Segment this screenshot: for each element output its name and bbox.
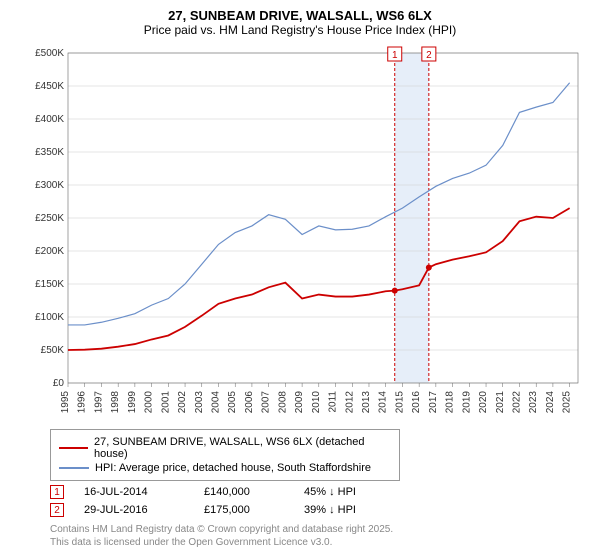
x-tick-label: 2000 (144, 391, 155, 414)
x-tick-label: 1998 (110, 391, 121, 414)
marker-label: 2 (426, 50, 432, 61)
x-tick-label: 2009 (294, 391, 305, 414)
chart-area: £0 £50K £100K £150K £200K £250K £300K £350K £400… (20, 43, 590, 423)
sale-dot (426, 265, 432, 271)
y-tick-label: £150K (35, 279, 64, 290)
series-price-paid (68, 208, 570, 350)
x-tick-label: 1999 (127, 391, 138, 414)
x-tick-label: 2016 (411, 391, 422, 414)
sale-marker: 1 (50, 485, 64, 499)
x-tick-label: 2025 (562, 391, 573, 414)
legend-box: 27, SUNBEAM DRIVE, WALSALL, WS6 6LX (det… (50, 429, 400, 481)
sales-table: 1 16-JUL-2014£140,00045% ↓ HPI 2 29-JUL-201… (50, 485, 590, 517)
x-tick-label: 2017 (428, 391, 439, 414)
x-tick-label: 2006 (244, 391, 255, 414)
x-tick-label: 1995 (60, 391, 71, 414)
x-tick-label: 2020 (478, 391, 489, 414)
chart-subtitle: Price paid vs. HM Land Registry's House … (10, 23, 590, 37)
sale-diff: 45% ↓ HPI (304, 486, 404, 498)
x-tick-label: 2001 (160, 391, 171, 414)
x-tick-label: 2012 (344, 391, 355, 414)
sale-price: £140,000 (204, 486, 304, 498)
sale-row: 1 16-JUL-2014£140,00045% ↓ HPI (50, 485, 590, 499)
y-tick-label: £350K (35, 147, 64, 158)
sale-row: 2 29-JUL-2016£175,00039% ↓ HPI (50, 503, 590, 517)
x-tick-label: 2002 (177, 391, 188, 414)
x-tick-label: 2010 (311, 391, 322, 414)
x-tick-label: 2019 (461, 391, 472, 414)
y-tick-label: £50K (41, 345, 65, 356)
footer-line2: This data is licensed under the Open Gov… (50, 536, 590, 549)
y-tick-label: £250K (35, 213, 64, 224)
sale-date: 29-JUL-2016 (84, 504, 204, 516)
x-tick-label: 2024 (545, 391, 556, 414)
y-tick-label: £100K (35, 312, 64, 323)
x-tick-label: 1997 (93, 391, 104, 414)
legend-row: 27, SUNBEAM DRIVE, WALSALL, WS6 6LX (det… (59, 436, 391, 460)
x-tick-label: 2004 (210, 391, 221, 414)
y-tick-label: £300K (35, 180, 64, 191)
chart-container: 27, SUNBEAM DRIVE, WALSALL, WS6 6LX Pric… (0, 0, 600, 560)
x-tick-label: 1996 (77, 391, 88, 414)
sale-price: £175,000 (204, 504, 304, 516)
sale-date: 16-JUL-2014 (84, 486, 204, 498)
x-tick-label: 2003 (194, 391, 205, 414)
y-tick-label: £400K (35, 114, 64, 125)
legend-label: HPI: Average price, detached house, Sout… (95, 462, 371, 474)
x-tick-label: 2015 (394, 391, 405, 414)
x-tick-label: 2023 (528, 391, 539, 414)
sale-dot (392, 288, 398, 294)
y-tick-label: £0 (53, 378, 65, 389)
y-tick-label: £450K (35, 81, 64, 92)
x-tick-label: 2008 (277, 391, 288, 414)
sale-diff: 39% ↓ HPI (304, 504, 404, 516)
marker-label: 1 (392, 50, 398, 61)
x-tick-label: 2013 (361, 391, 372, 414)
footer: Contains HM Land Registry data © Crown c… (50, 523, 590, 549)
chart-svg: £0 £50K £100K £150K £200K £250K £300K £350K £400… (20, 43, 590, 423)
footer-line1: Contains HM Land Registry data © Crown c… (50, 523, 590, 536)
x-tick-label: 2005 (227, 391, 238, 414)
x-tick-label: 2007 (261, 391, 272, 414)
sale-marker: 2 (50, 503, 64, 517)
x-tick-label: 2021 (495, 391, 506, 414)
legend-swatch (59, 447, 88, 449)
legend-label: 27, SUNBEAM DRIVE, WALSALL, WS6 6LX (det… (94, 436, 391, 460)
x-tick-label: 2022 (511, 391, 522, 414)
y-tick-label: £200K (35, 246, 64, 257)
legend-row: HPI: Average price, detached house, Sout… (59, 462, 391, 474)
legend-swatch (59, 467, 89, 468)
chart-title: 27, SUNBEAM DRIVE, WALSALL, WS6 6LX (10, 8, 590, 23)
x-tick-label: 2011 (328, 391, 339, 413)
y-tick-label: £500K (35, 48, 64, 59)
x-tick-label: 2014 (378, 391, 389, 414)
x-tick-label: 2018 (445, 391, 456, 414)
